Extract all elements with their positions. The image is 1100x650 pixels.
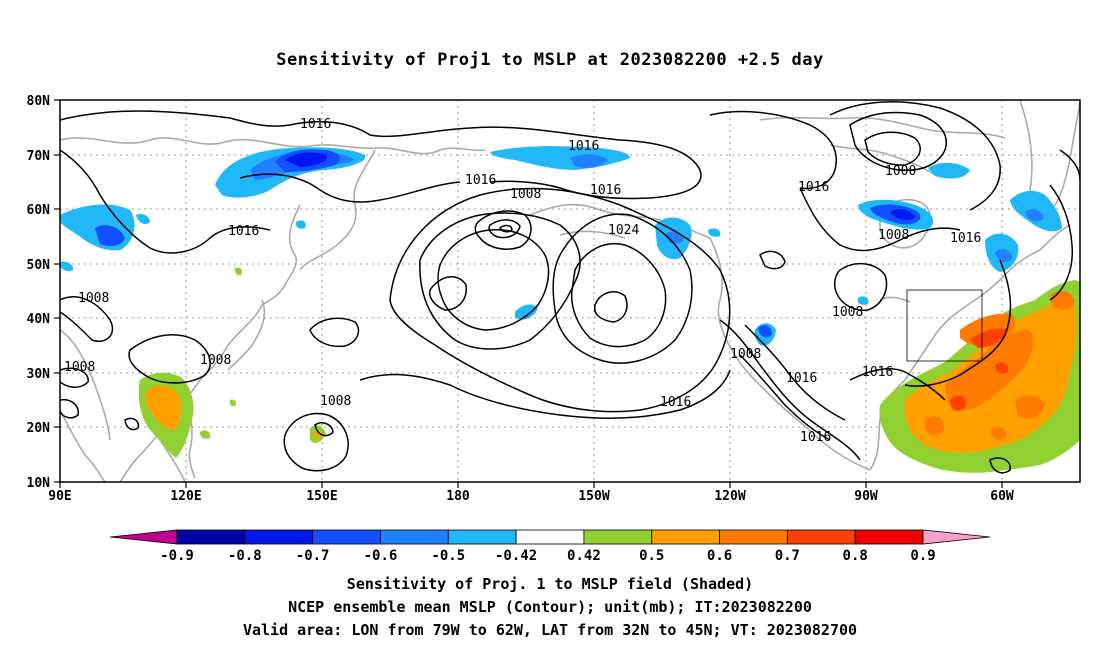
colorbar-swatch: [719, 529, 788, 545]
contour-label: 1008: [320, 394, 351, 409]
contour-label: 1016: [798, 180, 829, 195]
lon-tick-label: 90E: [48, 489, 71, 504]
colorbar-swatch: [176, 529, 246, 545]
colorbar-swatch: [312, 529, 381, 545]
colorbar-tick-label: 0.5: [639, 548, 664, 564]
colorbar-swatch: [244, 529, 314, 545]
colorbar-swatch: [854, 529, 924, 545]
colorbar-tick-label: 0.8: [843, 548, 868, 564]
contour-label: 1016: [590, 183, 621, 198]
contour-label: 1016: [950, 231, 981, 246]
caption-line-3: Valid area: LON from 79W to 62W, LAT fro…: [242, 621, 858, 639]
colorbar-swatch: [380, 529, 449, 545]
lat-tick-label: 40N: [27, 312, 51, 327]
colorbar-tick-label: 0.6: [707, 548, 732, 564]
lat-tick-label: 60N: [27, 203, 51, 218]
contour-label: 1000: [885, 164, 916, 179]
colorbar-swatch: [447, 529, 517, 545]
contour-label: 1016: [800, 430, 831, 445]
positive-sensitivity-shading: [138, 280, 1080, 473]
colorbar-swatch: [515, 529, 585, 545]
chart-title: Sensitivity of Proj1 to MSLP at 20230822…: [276, 50, 824, 70]
mslp-contours: [60, 101, 1080, 474]
contour-label: 1016: [465, 173, 496, 188]
lat-tick-label: 80N: [27, 94, 51, 109]
lon-tick-label: 60W: [990, 489, 1014, 504]
lat-tick-label: 20N: [27, 421, 51, 436]
caption-line-2: NCEP ensemble mean MSLP (Contour); unit(…: [288, 598, 812, 616]
lat-tick-label: 10N: [27, 476, 51, 491]
colorbar-under-triangle: [109, 529, 178, 545]
contour-label: 1008: [200, 353, 231, 368]
contour-labels: 1016 1016 1016 1016 1016 1016 1016 1016 …: [64, 117, 981, 445]
colorbar-tick-label: -0.5: [431, 548, 465, 564]
lon-tick-label: 150E: [306, 489, 337, 504]
contour-label: 1008: [878, 228, 909, 243]
contour-label: 1016: [300, 117, 331, 132]
colorbar-tick-label: -0.9: [160, 548, 194, 564]
lon-tick-label: 180: [446, 489, 470, 504]
colorbar-tick-label: -0.42: [495, 548, 537, 564]
lon-tick-label: 120W: [714, 489, 745, 504]
contour-label: 1016: [228, 224, 259, 239]
colorbar-swatch: [786, 529, 856, 545]
contour-label: 1016: [786, 371, 817, 386]
colorbar-swatch: [583, 529, 653, 545]
lat-tick-label: 70N: [27, 149, 51, 164]
negative-sensitivity-shading: [60, 146, 1062, 346]
contour-label: 1008: [730, 347, 761, 362]
map-plot-area: 1016 1016 1016 1016 1016 1016 1016 1016 …: [60, 100, 1080, 482]
lon-tick-label: 120E: [170, 489, 201, 504]
contour-label: 1008: [510, 187, 541, 202]
contour-label: 1024: [608, 223, 639, 238]
contour-label: 1016: [862, 365, 893, 380]
colorbar-tick-label: -0.8: [228, 548, 262, 564]
contour-label: 1016: [568, 139, 599, 154]
colorbar-tick-label: -0.6: [364, 548, 398, 564]
contour-label: 1008: [64, 360, 95, 375]
lat-tick-label: 50N: [27, 258, 51, 273]
contour-label: 1008: [78, 291, 109, 306]
contour-label: 1008: [832, 305, 863, 320]
colorbar-tick-label: 0.42: [567, 548, 601, 564]
colorbar-tick-label: 0.9: [910, 548, 935, 564]
colorbar-tick-label: -0.7: [296, 548, 330, 564]
colorbar-tick-label: 0.7: [775, 548, 800, 564]
caption-line-1: Sensitivity of Proj. 1 to MSLP field (Sh…: [346, 575, 754, 593]
lon-tick-label: 90W: [854, 489, 878, 504]
colorbar-over-triangle: [922, 529, 991, 545]
latitude-labels: 80N 70N 60N 50N 40N 30N 20N 10N: [27, 94, 51, 491]
lat-tick-label: 30N: [27, 367, 51, 382]
lon-tick-label: 150W: [578, 489, 609, 504]
plot-frame: [59, 99, 1081, 483]
longitude-labels: 90E 120E 150E 180 150W 120W 90W 60W: [48, 489, 1014, 504]
colorbar-labels: -0.9 -0.8 -0.7 -0.6 -0.5 -0.42 0.42 0.5 0.6 0.7 0.…: [160, 548, 936, 564]
colorbar: [109, 529, 991, 545]
contour-label: 1016: [660, 395, 691, 410]
colorbar-swatch: [651, 529, 720, 545]
tick-marks: [54, 99, 1003, 488]
valid-area-box: [906, 289, 983, 362]
